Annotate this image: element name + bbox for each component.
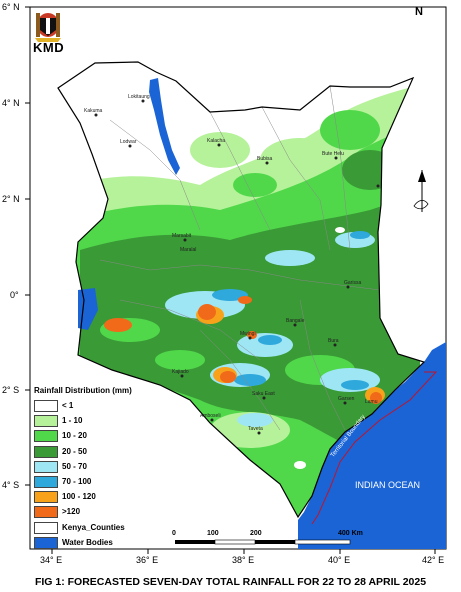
lat-label-4n: 4° N xyxy=(2,98,20,108)
lat-ticks xyxy=(25,6,30,486)
lon-label-34e: 34° E xyxy=(40,555,63,565)
town-label: Bangale xyxy=(286,318,305,324)
north-arrow xyxy=(413,170,429,212)
town-label: Saku East xyxy=(252,391,275,397)
town-label: Mwingi xyxy=(240,331,256,337)
town-markers xyxy=(94,99,380,435)
town-label: Kakuma xyxy=(84,108,103,114)
legend-label: 1 - 10 xyxy=(62,416,83,426)
legend-label: 20 - 50 xyxy=(62,446,87,456)
kmd-emblem xyxy=(35,13,61,42)
legend-label: Water Bodies xyxy=(62,537,113,547)
lake-victoria xyxy=(78,288,98,330)
lat-label-0: 0° xyxy=(10,290,19,300)
town-label: Kalacha xyxy=(207,138,226,144)
kenya-border xyxy=(57,61,426,519)
legend-swatch xyxy=(34,415,58,428)
town-label: Lokitaung xyxy=(128,94,150,100)
lat-label-4s: 4° S xyxy=(2,480,20,490)
town-label: Bura xyxy=(328,338,339,344)
lat-label-6n: 6° N xyxy=(2,2,20,12)
ocean-label: INDIAN OCEAN xyxy=(355,480,421,490)
legend-label: < 1 xyxy=(62,401,74,410)
town-label: Garsen xyxy=(338,396,355,402)
legend-label: >120 xyxy=(62,507,81,517)
town-label: Maralal xyxy=(180,247,197,253)
town-label: Garissa xyxy=(344,280,362,286)
legend-swatch xyxy=(34,460,58,473)
lat-label-2n: 2° N xyxy=(2,194,20,204)
legend-label: 100 - 120 xyxy=(62,492,96,502)
lon-label-38e: 38° E xyxy=(232,555,255,565)
legend-swatch xyxy=(34,506,58,519)
scale-tick-0: 0 xyxy=(172,530,176,537)
lon-label-36e: 36° E xyxy=(136,555,159,565)
legend-label: 50 - 70 xyxy=(62,461,87,471)
legend-swatch xyxy=(34,400,58,412)
legend-swatch xyxy=(34,521,58,534)
legend-swatch xyxy=(34,430,58,443)
legend-swatch xyxy=(34,536,58,549)
town-label: Lamu xyxy=(365,399,378,405)
lon-label-40e: 40° E xyxy=(328,555,351,565)
legend-label: 70 - 100 xyxy=(62,477,92,486)
legend-swatch xyxy=(34,476,58,488)
legend-swatch xyxy=(34,491,58,504)
lon-ticks xyxy=(51,549,436,554)
town-label: Bubisa xyxy=(257,156,273,162)
north-label: N xyxy=(415,6,423,18)
town-label: Kajiado xyxy=(172,369,189,375)
town-label: Marsabit xyxy=(172,233,192,239)
scale-bar xyxy=(175,539,351,545)
town-label: Taveta xyxy=(248,426,263,432)
scale-tick-400: 400 Km xyxy=(338,530,363,537)
legend-swatch xyxy=(34,445,58,458)
legend-label: Kenya_Counties xyxy=(62,522,125,532)
indian-ocean xyxy=(298,342,446,549)
county-boundaries xyxy=(99,85,381,431)
scale-tick-200: 200 xyxy=(250,530,262,537)
town-label: Amboseli xyxy=(200,413,221,419)
lat-label-2s: 2° S xyxy=(2,385,20,395)
lake-turkana xyxy=(149,78,180,175)
territorial-boundary xyxy=(311,371,438,525)
legend-label: 10 - 20 xyxy=(62,431,87,441)
town-label: Lodwar xyxy=(120,139,137,145)
legend-title: Rainfall Distribution (mm) xyxy=(34,386,132,395)
town-label: Bute Helu xyxy=(322,151,344,157)
logo-text: KMD xyxy=(33,40,65,55)
scale-tick-100: 100 xyxy=(207,530,219,537)
lon-label-42e: 42° E xyxy=(422,555,445,565)
figure-caption: FIG 1: FORECASTED SEVEN-DAY TOTAL RAINFA… xyxy=(34,576,427,588)
